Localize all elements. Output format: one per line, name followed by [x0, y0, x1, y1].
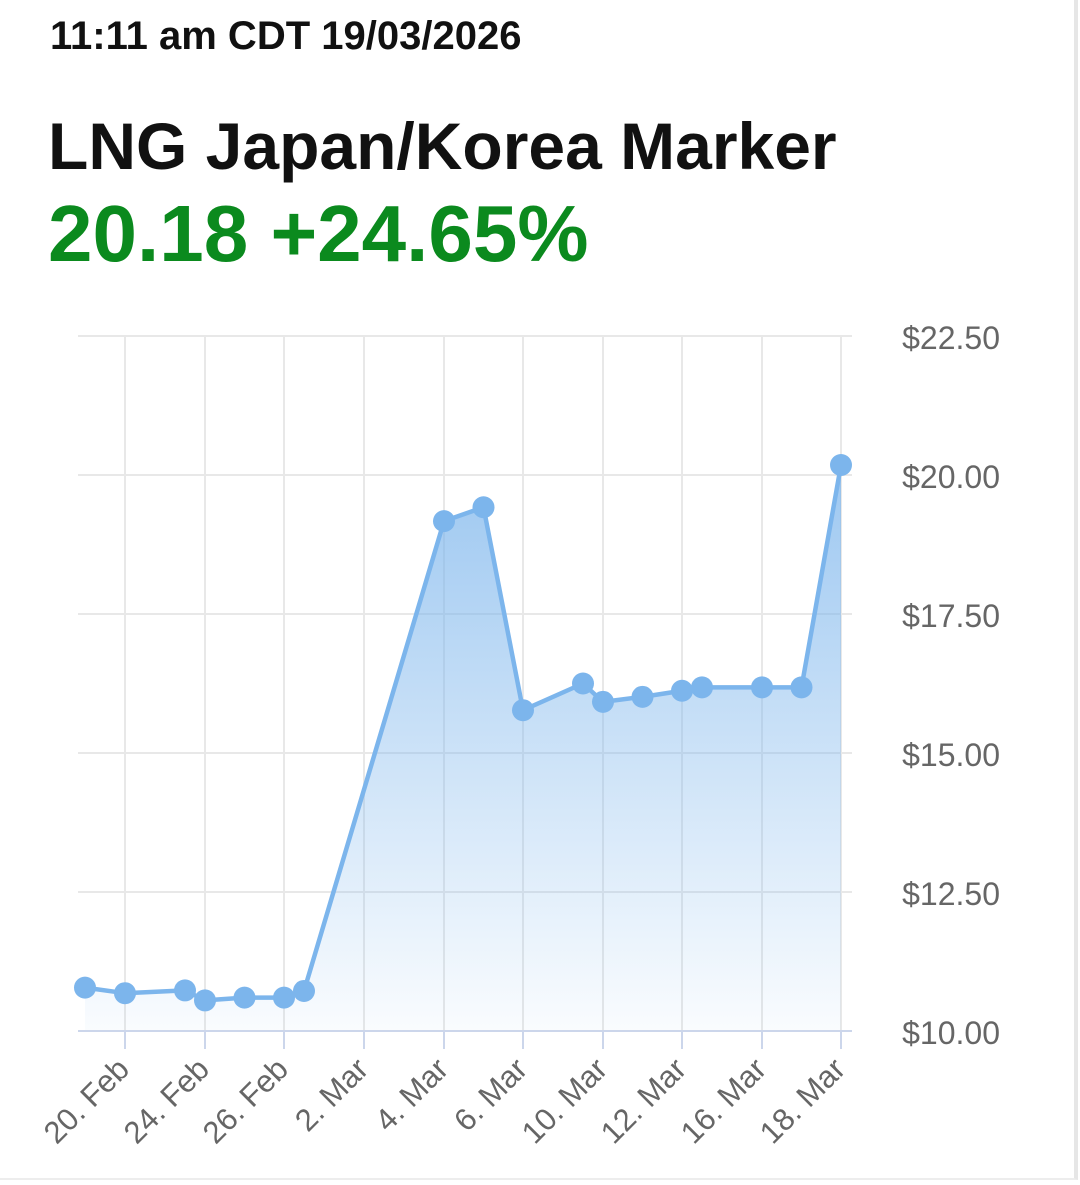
price-change-line: 20.18 +24.65%: [48, 188, 588, 280]
data-point: [273, 986, 295, 1009]
x-tick-label: 16. Mar: [674, 1051, 773, 1150]
current-price: 20.18: [48, 189, 249, 278]
data-point: [751, 676, 773, 699]
y-tick-label: $12.50: [902, 876, 1000, 912]
x-tick-label: 20. Feb: [37, 1051, 136, 1150]
data-point: [194, 989, 216, 1012]
y-tick-label: $15.00: [902, 737, 1000, 773]
y-axis: $10.00 $12.50 $15.00 $17.50 $20.00 $22.50: [902, 320, 1000, 1051]
area-fill: [85, 464, 841, 1031]
data-point: [512, 699, 534, 722]
data-point: [790, 676, 813, 699]
data-point: [592, 690, 614, 713]
x-tick-label: 26. Feb: [196, 1051, 295, 1150]
timestamp: 11:11 am CDT 19/03/2026: [50, 14, 522, 58]
y-tick-label: $10.00: [902, 1015, 1000, 1051]
data-point: [233, 986, 256, 1009]
data-point: [293, 979, 315, 1002]
x-tick-label: 10. Mar: [515, 1051, 614, 1150]
x-tick-label: 12. Mar: [594, 1051, 693, 1150]
price-chart: 20. Feb 24. Feb 26. Feb 2. Mar 4. Mar 6. Mar 1…: [0, 300, 1070, 1180]
data-point: [433, 510, 455, 533]
x-tick-label: 18. Mar: [753, 1051, 852, 1150]
series-points: [74, 453, 852, 1012]
x-tick-label: 4. Mar: [368, 1051, 455, 1138]
y-tick-label: $17.50: [902, 598, 1000, 634]
percent-change: +24.65%: [270, 189, 589, 278]
data-point: [691, 676, 713, 699]
data-point: [830, 453, 852, 476]
data-point: [472, 496, 495, 519]
series-area: [85, 464, 841, 1031]
data-point: [114, 982, 136, 1005]
page-title: LNG Japan/Korea Marker: [48, 109, 837, 183]
x-tick-label: 2. Mar: [288, 1051, 375, 1138]
data-point: [572, 672, 594, 695]
data-point: [631, 685, 654, 708]
x-tick-label: 24. Feb: [117, 1051, 216, 1150]
data-point: [74, 976, 96, 999]
data-point: [174, 979, 196, 1002]
y-tick-label: $22.50: [902, 320, 1000, 356]
data-point: [671, 679, 693, 702]
y-tick-label: $20.00: [902, 459, 1000, 495]
